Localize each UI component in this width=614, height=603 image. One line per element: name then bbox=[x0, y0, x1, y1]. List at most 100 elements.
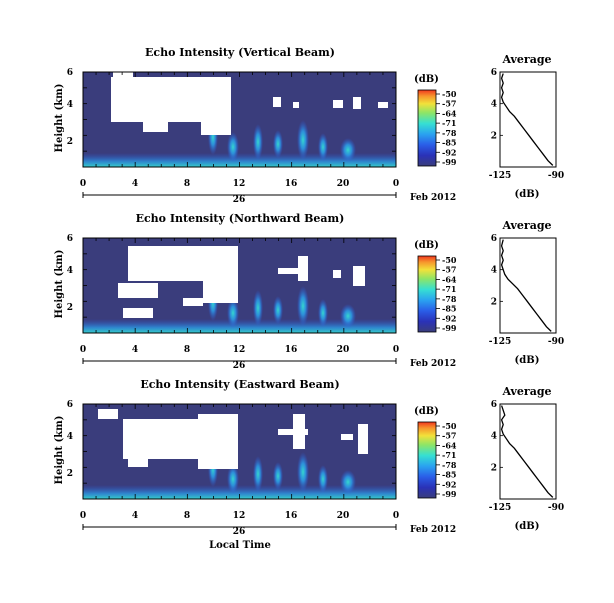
average-x-tick-label: -125 bbox=[489, 337, 512, 347]
average-xlabel: (dB) bbox=[515, 521, 540, 532]
colorbar-ticks: -50-57-64-71-78-85-92-99 bbox=[436, 421, 457, 499]
heatmap-echo-cell bbox=[318, 133, 328, 161]
panel-eastward: Echo Intensity (Eastward Beam) Height (k… bbox=[54, 378, 564, 551]
average-xlabel: (dB) bbox=[515, 355, 540, 366]
average-xlabel: (dB) bbox=[515, 189, 540, 200]
colorbar-tick-label: -57 bbox=[442, 265, 456, 275]
average-y-tick-label: 2 bbox=[491, 131, 497, 141]
colorbar-tick-label: -85 bbox=[442, 138, 456, 148]
missing-data-region bbox=[333, 100, 343, 108]
heatmap-echo-cell bbox=[340, 470, 356, 494]
average-y-tick-label: 4 bbox=[491, 266, 497, 276]
y-axis-label: Height (km) bbox=[54, 250, 65, 319]
date-label: 26 bbox=[233, 361, 246, 371]
heatmap-echo-cell bbox=[297, 452, 309, 492]
colorbar-tick-label: -78 bbox=[442, 294, 457, 304]
missing-data-region bbox=[113, 72, 133, 78]
heatmap-plot bbox=[82, 403, 397, 530]
heatmap-echo-cell bbox=[318, 299, 328, 327]
colorbar-tick-label: -64 bbox=[442, 440, 457, 450]
average-x-tick-label: -90 bbox=[548, 503, 564, 513]
heatmap-echo-cell bbox=[227, 132, 239, 162]
average-frame bbox=[499, 237, 557, 334]
colorbar-ticks: -50-57-64-71-78-85-92-99 bbox=[436, 255, 457, 333]
colorbar-tick-label: -78 bbox=[442, 460, 457, 470]
average-y-tick-label: 2 bbox=[491, 297, 497, 307]
heatmap-echo-cell bbox=[273, 462, 283, 490]
average-x-tick-label: -90 bbox=[548, 337, 564, 347]
missing-data-region bbox=[333, 270, 341, 278]
average-title: Average bbox=[501, 53, 551, 66]
heatmap-echo-cell bbox=[318, 465, 328, 493]
colorbar-tick-label: -71 bbox=[442, 284, 456, 294]
heatmap-surface-echo bbox=[83, 153, 396, 167]
colorbar-tick-label: -57 bbox=[442, 431, 456, 441]
y-tick-label: 2 bbox=[67, 137, 73, 147]
y-tick-label: 4 bbox=[67, 266, 73, 276]
missing-data-region bbox=[358, 424, 368, 454]
colorbar-unit: (dB) bbox=[414, 406, 439, 417]
average-frame bbox=[499, 71, 557, 168]
x-tick-label: 0 bbox=[393, 345, 399, 355]
colorbar-tick-label: -64 bbox=[442, 108, 457, 118]
x-tick-label: 20 bbox=[337, 511, 350, 521]
panel-northward: Echo Intensity (Northward Beam) Height (… bbox=[54, 212, 564, 371]
average-x-tick-label: -125 bbox=[489, 171, 512, 181]
colorbar-tick-label: -92 bbox=[442, 479, 456, 489]
missing-data-region bbox=[298, 256, 308, 281]
heatmap-echo-cell bbox=[253, 124, 263, 160]
colorbar-tick-label: -85 bbox=[442, 470, 456, 480]
missing-data-region bbox=[203, 248, 238, 303]
month-label: Feb 2012 bbox=[410, 359, 456, 369]
heatmap-echo-cell bbox=[227, 298, 239, 328]
x-tick-label: 4 bbox=[132, 511, 138, 521]
heatmap-echo-cell bbox=[273, 130, 283, 158]
colorbar-unit: (dB) bbox=[414, 240, 439, 251]
average-profile-plot: 2 4 6 -125 -90 bbox=[489, 234, 564, 347]
heatmap-surface-echo bbox=[83, 319, 396, 333]
colorbar-tick-label: -92 bbox=[442, 147, 456, 157]
x-tick-label: 12 bbox=[233, 179, 246, 189]
colorbar-tick-label: -64 bbox=[442, 274, 457, 284]
missing-data-region bbox=[118, 283, 158, 298]
average-frame bbox=[499, 403, 557, 500]
y-tick-label: 4 bbox=[67, 432, 73, 442]
x-tick-label: 16 bbox=[285, 345, 298, 355]
colorbar-tick-label: -85 bbox=[442, 304, 456, 314]
average-profile-line bbox=[500, 405, 554, 498]
average-x-tick-label: -125 bbox=[489, 503, 512, 513]
date-label: 26 bbox=[233, 195, 246, 205]
colorbar-tick-label: -50 bbox=[442, 89, 457, 99]
missing-data-region bbox=[183, 298, 203, 306]
x-tick-label: 0 bbox=[393, 179, 399, 189]
missing-data-region bbox=[353, 266, 365, 286]
y-tick-label: 6 bbox=[67, 68, 73, 78]
heatmap-echo-cell bbox=[297, 120, 309, 160]
average-profile-plot: 2 4 6 -125 -90 bbox=[489, 68, 564, 181]
y-tick-label: 2 bbox=[67, 303, 73, 313]
missing-data-region bbox=[201, 80, 231, 135]
y-tick-label: 6 bbox=[67, 234, 73, 244]
y-tick-label: 6 bbox=[67, 400, 73, 410]
missing-data-region bbox=[278, 268, 308, 274]
panel-title: Echo Intensity (Eastward Beam) bbox=[140, 378, 339, 391]
x-tick-label: 8 bbox=[184, 511, 190, 521]
colorbar-tick-label: -50 bbox=[442, 255, 457, 265]
heatmap-echo-cell bbox=[340, 138, 356, 162]
colorbar bbox=[417, 89, 437, 167]
x-tick-label: 12 bbox=[233, 511, 246, 521]
average-y-tick-label: 6 bbox=[491, 234, 497, 244]
heatmap-echo-cell bbox=[253, 290, 263, 326]
colorbar-tick-label: -71 bbox=[442, 118, 456, 128]
average-profile-line bbox=[500, 239, 552, 332]
missing-data-region bbox=[353, 97, 361, 109]
missing-data-region bbox=[293, 102, 299, 108]
panel-title: Echo Intensity (Vertical Beam) bbox=[145, 46, 335, 59]
missing-data-region bbox=[123, 308, 153, 318]
panel-title: Echo Intensity (Northward Beam) bbox=[136, 212, 345, 225]
heatmap-echo-cell bbox=[273, 296, 283, 324]
y-tick-label: 4 bbox=[67, 100, 73, 110]
average-profile-line bbox=[500, 73, 554, 166]
heatmap-echo-cell bbox=[227, 464, 239, 494]
